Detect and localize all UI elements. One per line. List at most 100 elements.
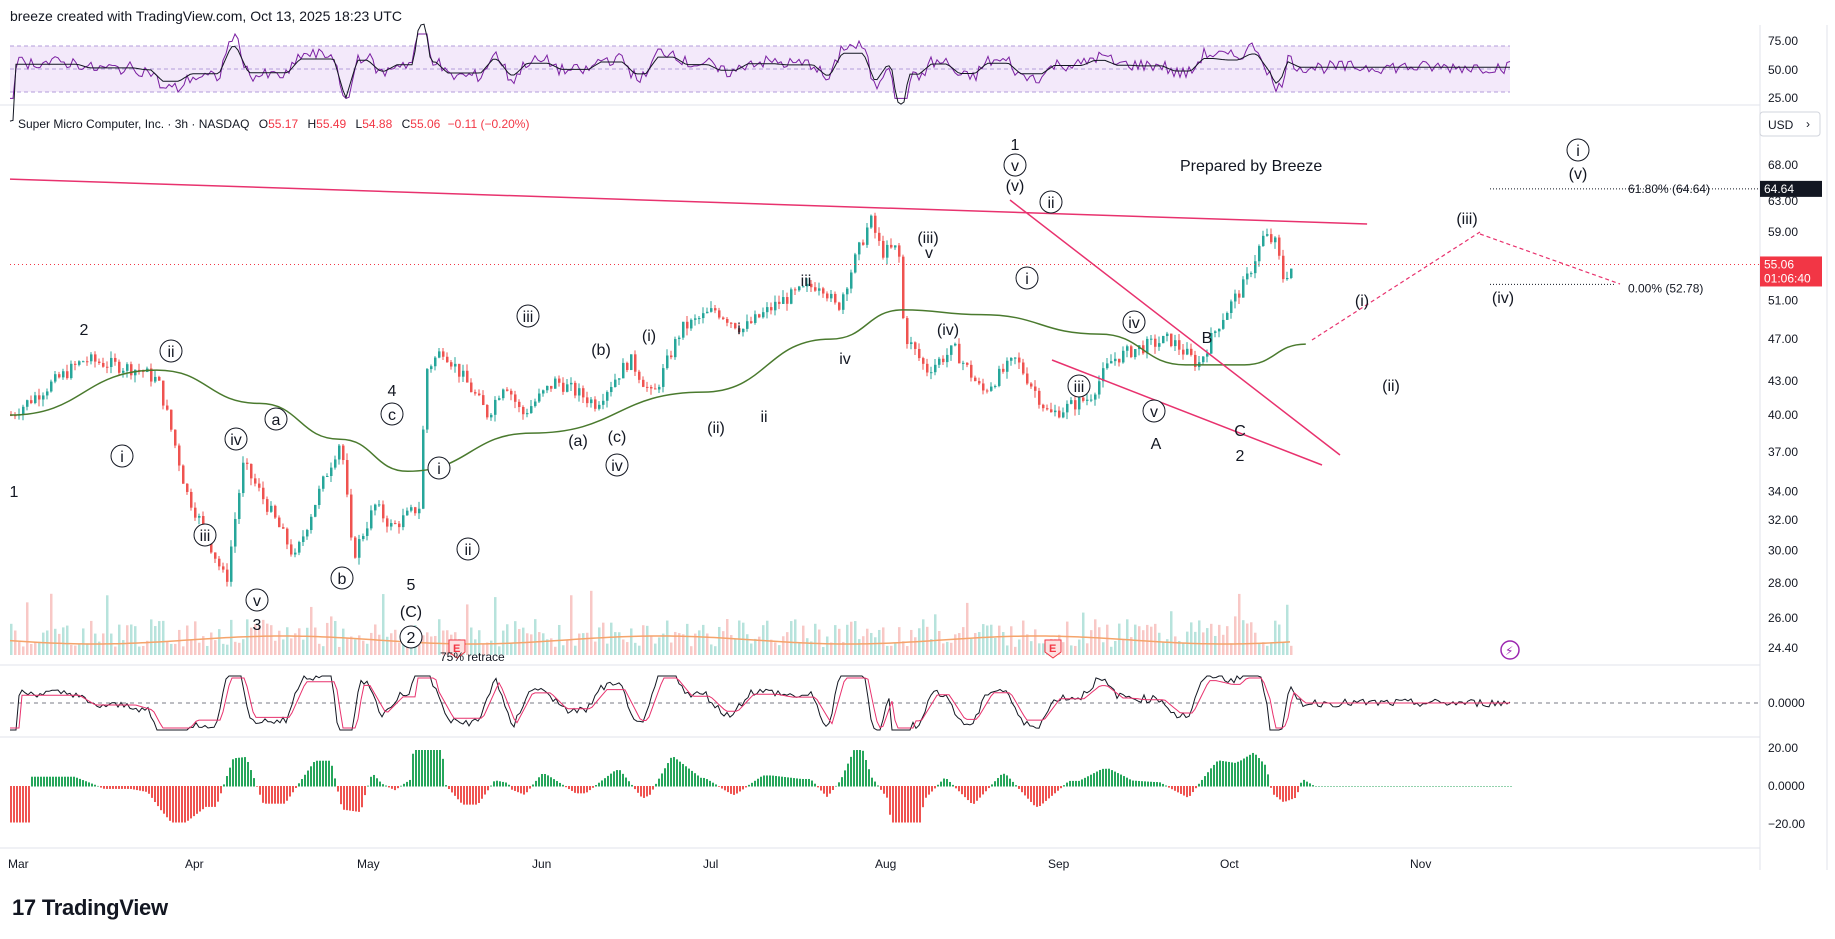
macd-bar	[619, 770, 621, 787]
earnings-marker-aug[interactable]: E	[1044, 639, 1062, 659]
macd-bar	[967, 786, 969, 801]
macd-bar	[514, 786, 516, 791]
macd-bar	[580, 786, 582, 794]
macd-bar	[610, 773, 612, 787]
volume-bar	[134, 626, 137, 655]
macd-bar	[217, 786, 219, 802]
volume-bar	[522, 627, 525, 655]
macd-bar	[1159, 782, 1161, 787]
currency-button[interactable]	[1759, 111, 1821, 137]
wave-label-i_c3: i	[1025, 271, 1029, 288]
macd-bar	[1429, 786, 1431, 787]
candle-body	[430, 366, 433, 370]
candle-body	[698, 318, 701, 320]
candle-body	[1230, 301, 1233, 314]
candle-body	[234, 518, 237, 547]
wave-label-top1: 1	[1011, 137, 1020, 154]
candle-body	[942, 358, 945, 363]
macd-bar	[487, 786, 489, 791]
candle-body	[66, 371, 69, 379]
macd-bar	[1402, 786, 1404, 787]
volume-bar	[254, 624, 257, 655]
volume-bar	[930, 639, 933, 655]
volume-bar	[994, 637, 997, 655]
macd-bar	[238, 757, 240, 787]
volume-bar	[726, 619, 729, 655]
macd-bar	[646, 786, 648, 797]
volume-bar	[998, 625, 1001, 655]
candle-body	[418, 508, 421, 514]
macd-bar	[1027, 786, 1029, 799]
candle-body	[706, 311, 709, 314]
candle-body	[38, 395, 41, 400]
macd-bar	[1450, 786, 1452, 787]
candle-body	[218, 558, 221, 567]
macd-bar	[1348, 786, 1350, 787]
volume-bar	[306, 627, 309, 655]
macd-bar	[1456, 786, 1458, 787]
candle-body	[578, 388, 581, 396]
volume-bar	[946, 641, 949, 655]
candle-body	[1274, 237, 1277, 243]
lightning-icon[interactable]	[1500, 640, 1520, 660]
candle-body	[118, 361, 121, 373]
macd-bar	[1372, 786, 1374, 787]
candle-body	[502, 389, 505, 399]
symbol-legend[interactable]: Super Micro Computer, Inc. · 3h · NASDAQ…	[18, 117, 529, 131]
macd-bar	[1168, 786, 1170, 788]
volume-bar	[826, 636, 829, 655]
volume-bar	[798, 643, 801, 655]
macd-bar	[1435, 786, 1437, 787]
price-tick: 68.00	[1768, 158, 1798, 172]
candle-body	[1214, 331, 1217, 333]
macd-bar	[886, 786, 888, 798]
volume-bar	[394, 629, 397, 655]
candle-body	[634, 354, 637, 372]
macd-bar	[265, 786, 267, 804]
macd-bar	[1381, 786, 1383, 787]
macd-bar	[1147, 781, 1149, 787]
candle-body	[618, 378, 621, 380]
candle-body	[558, 378, 561, 383]
volume-bar	[634, 642, 637, 655]
candle-body	[870, 215, 873, 228]
volume-bar	[258, 625, 261, 655]
tradingview-logo[interactable]: 17 TradingView	[12, 895, 168, 920]
volume-bar	[1030, 641, 1033, 655]
macd-bar	[145, 786, 147, 792]
candle-body	[742, 328, 745, 333]
candle-body	[1250, 273, 1253, 275]
candle-body	[242, 462, 245, 494]
macd-histogram	[10, 750, 1512, 823]
macd-bar	[1486, 786, 1488, 787]
candle-body	[710, 308, 713, 312]
macd-bar	[958, 786, 960, 792]
candle-body	[1134, 349, 1137, 358]
macd-bar	[1033, 786, 1035, 806]
rsi-indicator	[9, 23, 1511, 122]
macd-bar	[1339, 786, 1341, 787]
candle-body	[894, 245, 897, 248]
wave-circle-i_c2	[427, 456, 451, 480]
volume-bar	[822, 646, 825, 655]
earnings-marker-may[interactable]: E	[448, 639, 466, 659]
volume-bar	[202, 636, 205, 655]
price-tick: 26.00	[1768, 611, 1798, 625]
volume-bar	[126, 625, 129, 655]
macd-bar	[835, 785, 837, 787]
macd-bar	[193, 786, 195, 817]
candle-body	[1254, 261, 1257, 274]
volume-bar	[1286, 604, 1289, 655]
macd-bar	[613, 771, 615, 787]
macd-bar	[511, 786, 513, 790]
macd-bar	[85, 781, 87, 787]
volume-bar	[746, 634, 749, 655]
wave-label-iv_c2: iv	[611, 458, 623, 475]
candle-body	[682, 321, 685, 338]
candle-body	[122, 370, 125, 373]
volume-bar	[878, 629, 881, 655]
candle-body	[658, 386, 661, 390]
macd-bar	[1084, 777, 1086, 787]
candle-body	[474, 392, 477, 394]
